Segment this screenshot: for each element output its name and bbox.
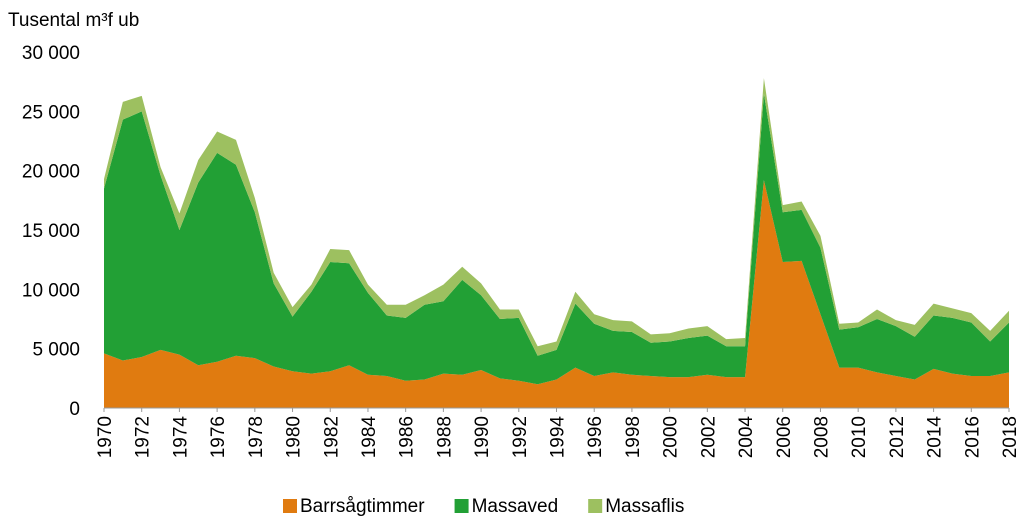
x-tick-label: 1984 (359, 416, 380, 459)
y-tick-label: 5 000 (32, 340, 80, 361)
x-tick-label: 2004 (736, 416, 757, 459)
x-tick-label: 1976 (208, 416, 229, 458)
y-tick-label: 30 000 (22, 43, 80, 64)
x-tick-label: 1974 (170, 416, 191, 459)
x-tick-label: 2000 (661, 416, 682, 458)
legend: Barrsågtimmer Massaved Massaflis (283, 496, 684, 517)
legend-swatch (454, 499, 469, 513)
x-tick-label: 2002 (698, 416, 719, 458)
x-tick-label: 1982 (321, 416, 342, 458)
x-tick-label: 1998 (623, 416, 644, 458)
y-tick-label: 10 000 (22, 280, 80, 301)
area (104, 180, 1009, 408)
area (104, 93, 1009, 385)
legend-label: Massaflis (605, 496, 684, 517)
x-tick-label: 1992 (510, 416, 531, 458)
x-tick-label: 1970 (95, 416, 116, 458)
legend-swatch (588, 499, 603, 513)
x-tick-label: 1978 (246, 416, 267, 458)
x-tick-label: 2014 (925, 416, 946, 459)
x-tick-label: 1972 (133, 416, 154, 458)
y-axis-label: Tusental m³f ub (8, 10, 139, 31)
x-tick-label: 2008 (811, 416, 832, 458)
x-tick-label: 1996 (585, 416, 606, 458)
area (104, 78, 1009, 356)
y-tick-label: 0 (69, 399, 80, 420)
x-tick-label: 2006 (774, 416, 795, 458)
legend-label: Barrsågtimmer (300, 496, 425, 517)
x-tick-label: 2012 (887, 416, 908, 458)
y-tick-label: 20 000 (22, 162, 80, 183)
x-tick-label: 1994 (548, 416, 569, 459)
x-tick-label: 1986 (397, 416, 418, 458)
x-tick-label: 2010 (849, 416, 870, 458)
legend-swatch (283, 499, 297, 513)
legend-label: Massaved (472, 496, 559, 517)
x-tick-label: 2016 (962, 416, 983, 458)
y-tick-label: 25 000 (22, 102, 80, 123)
x-tick-label: 1988 (434, 416, 455, 458)
x-tick-label: 1980 (284, 416, 305, 458)
y-tick-label: 15 000 (22, 221, 80, 242)
x-tick-label: 1990 (472, 416, 493, 458)
x-tick-label: 2018 (1000, 416, 1021, 458)
